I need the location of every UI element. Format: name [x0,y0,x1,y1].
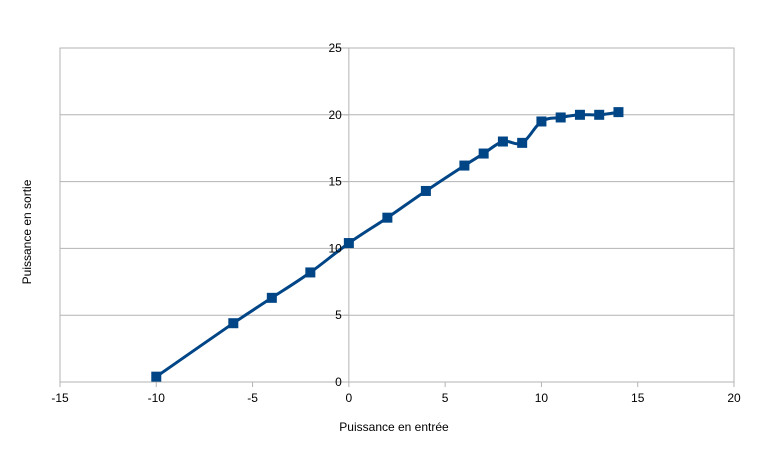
data-point-marker [343,238,354,249]
axes [59,47,735,387]
data-point-marker [517,137,528,148]
series-layer [151,107,624,382]
data-point-marker [594,109,605,120]
y-tick-label: 5 [335,308,342,322]
data-point-marker [305,267,316,278]
data-point-marker [478,148,489,159]
y-tick-label: 10 [328,241,342,255]
x-axis-title: Puissance en entrée [339,420,449,434]
data-point-marker [459,160,470,171]
y-tick-label: 20 [328,108,342,122]
x-tick-label: 5 [442,391,449,405]
x-tick-label: -10 [148,391,166,405]
data-point-marker [420,185,431,196]
data-point-marker [555,112,566,123]
data-point-marker [536,116,547,127]
data-point-marker [266,292,277,303]
plot-area [59,47,735,383]
data-point-marker [382,212,393,223]
y-tick-label: 15 [328,175,342,189]
data-point-marker [151,371,162,382]
y-tick-label: 0 [335,375,342,389]
y-axis-title: Puissance en sortie [20,179,34,284]
data-point-marker [574,109,585,120]
tick-labels: 0 5 10 15 20 25 -15 -10 -5 0 5 10 15 20 [51,41,741,405]
x-tick-label: -5 [247,391,258,405]
x-tick-label: 15 [631,391,645,405]
x-tick-label: 20 [727,391,741,405]
x-tick-label: 0 [346,391,353,405]
data-point-marker [228,318,239,329]
y-tick-label: 25 [328,41,342,55]
data-point-marker [613,107,624,118]
x-tick-label: -15 [51,391,69,405]
data-point-marker [497,136,508,147]
series-line [154,110,620,379]
x-tick-label: 10 [535,391,549,405]
